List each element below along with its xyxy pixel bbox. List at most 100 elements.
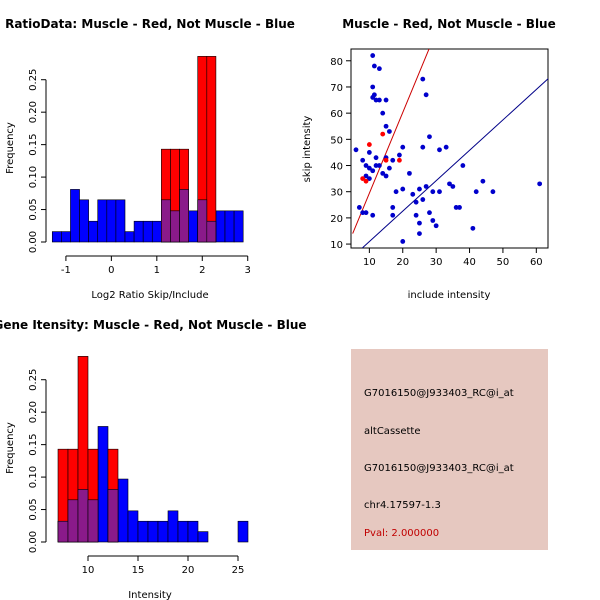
hist1-blue-bar-20	[233, 210, 244, 243]
hist1-blue-bar-4	[88, 220, 99, 243]
hist1-overlap-bar-4	[206, 220, 217, 243]
hist1-red-bar-4	[206, 56, 217, 243]
info-location: chr4.17597-1.3	[364, 500, 441, 511]
scatter-point-blue-17	[353, 147, 359, 153]
hist3-x-tick-label-2: 20	[182, 565, 195, 576]
hist1-x-tick-label-1: 0	[108, 265, 114, 276]
hist3-overlap-bar-2	[77, 489, 89, 543]
scatter-point-blue-47	[490, 189, 496, 195]
scatter-point-blue-25	[397, 152, 402, 158]
scatter-point-red-4	[363, 178, 369, 184]
hist1-overlap-bar-1	[170, 210, 180, 243]
scatter-point-blue-68	[390, 205, 396, 210]
scatter-y-tick-label-6: 70	[330, 83, 343, 94]
scatter-point-blue-35	[393, 189, 399, 195]
scatter-point-blue-64	[417, 231, 422, 236]
scatter-point-blue-59	[430, 218, 436, 223]
ratio-histogram-title: RatioData: Muscle - Red, Not Muscle - Bl…	[5, 17, 295, 31]
scatter-y-tick-label-2: 30	[330, 188, 343, 199]
scatter-point-blue-44	[460, 163, 466, 168]
scatter-point-blue-53	[356, 205, 362, 210]
hist3-x-tick-label-1: 15	[132, 565, 145, 576]
scatter-point-blue-8	[383, 97, 389, 103]
scatter-axes: 10 20 30 40 50 60 10 20 30 40 50 60 70 80	[330, 57, 542, 268]
scatter-point-blue-67	[420, 197, 426, 202]
scatter-point-blue-7	[376, 97, 382, 103]
scatter-point-blue-9	[420, 76, 426, 82]
scatter-ylabel: skip intensity	[302, 116, 313, 183]
ratio-histogram-ylabel: Frequency	[5, 122, 16, 174]
scatter-point-blue-21	[373, 155, 379, 161]
hist3-blue-bar-7	[127, 510, 139, 543]
scatter-points	[353, 53, 543, 244]
hist1-blue-bar-9	[133, 220, 144, 243]
scatter-x-tick-label-5: 60	[530, 257, 543, 268]
scatter-y-tick-label-5: 60	[330, 109, 343, 120]
scatter-point-red-0	[366, 142, 372, 147]
hist3-y-tick-label-1: 0.05	[28, 498, 39, 520]
scatter-point-blue-63	[470, 225, 476, 231]
hist3-y-tick-label-2: 0.10	[28, 466, 39, 488]
hist3-blue-bar-4	[97, 426, 109, 543]
scatter-point-blue-10	[423, 92, 429, 98]
hist3-blue-bar-8	[137, 520, 149, 543]
scatter-point-blue-49	[437, 147, 442, 153]
hist1-y-tick-label-1: 0.05	[28, 198, 39, 220]
hist1-blue-bar-3	[79, 199, 89, 243]
hist3-blue-bar-12	[177, 520, 189, 543]
scatter-y-tick-label-1: 20	[330, 214, 343, 225]
hist1-y-tick-label-3: 0.15	[28, 133, 39, 155]
scatter-point-blue-33	[380, 170, 386, 176]
hist1-blue-bar-10	[142, 220, 153, 243]
scatter-x-tick-label-2: 30	[430, 257, 443, 268]
scatter-point-blue-43	[450, 184, 456, 189]
scatter-point-blue-32	[366, 176, 372, 182]
scatter-plot-frame	[350, 48, 549, 249]
scatter-point-blue-20	[366, 150, 372, 155]
scatter-x-tick-label-4: 50	[497, 257, 510, 268]
hist1-blue-bar-8	[124, 231, 135, 243]
hist3-y-tick-label-0: 0.00	[28, 531, 39, 553]
scatter-point-blue-58	[427, 210, 432, 216]
scatter-point-blue-1	[371, 63, 377, 69]
info-probe-id-2: G7016150@J933403_RC@i_at	[364, 463, 514, 474]
scatter-point-red-3	[397, 157, 402, 163]
scatter-point-blue-37	[410, 191, 416, 197]
scatter-y-tick-label-0: 10	[330, 240, 343, 251]
hist1-blue-bar-2	[70, 189, 80, 243]
scatter-point-blue-24	[390, 157, 396, 163]
scatter-point-blue-60	[433, 223, 439, 229]
hist3-overlap-bar-0	[57, 520, 69, 543]
intensity-histogram-axes: 10 15 20 25 0.00 0.05 0.10 0.15 0.20 0.25	[28, 369, 244, 576]
scatter-point-blue-45	[473, 189, 479, 195]
hist1-overlap-bar-2	[179, 189, 189, 243]
scatter-point-blue-38	[417, 186, 422, 192]
scatter-point-blue-66	[413, 199, 419, 205]
scatter-point-red-2	[383, 157, 389, 163]
ratio-histogram-bars	[51, 56, 244, 243]
intensity-histogram-title: Gene Itensity: Muscle - Red, Not Muscle …	[0, 318, 307, 332]
scatter-point-blue-51	[363, 210, 369, 216]
scatter-point-blue-16	[427, 134, 432, 140]
scatter-point-blue-31	[363, 173, 369, 179]
scatter-point-blue-0	[370, 53, 376, 58]
scatter-point-blue-22	[376, 163, 382, 168]
info-event-type: altCassette	[364, 426, 421, 437]
scatter-point-blue-18	[360, 157, 366, 163]
scatter-point-blue-30	[407, 170, 412, 176]
info-pval: Pval: 2.000000	[364, 528, 439, 539]
scatter-point-blue-19	[363, 163, 369, 168]
ratio-histogram-panel: RatioData: Muscle - Red, Not Muscle - Bl…	[5, 17, 295, 301]
scatter-point-blue-28	[373, 163, 379, 168]
scatter-x-tick-label-1: 20	[396, 257, 409, 268]
scatter-point-blue-26	[366, 165, 372, 171]
intensity-histogram-bars	[57, 356, 249, 543]
hist3-y-tick-label-5: 0.25	[28, 369, 39, 391]
hist3-blue-bar-15	[237, 520, 249, 543]
scatter-line-diagonal	[361, 78, 548, 248]
scatter-point-blue-62	[457, 205, 462, 210]
hist1-blue-bar-19	[224, 210, 235, 243]
scatter-point-red-5	[360, 176, 366, 182]
hist3-blue-bar-11	[167, 510, 179, 543]
